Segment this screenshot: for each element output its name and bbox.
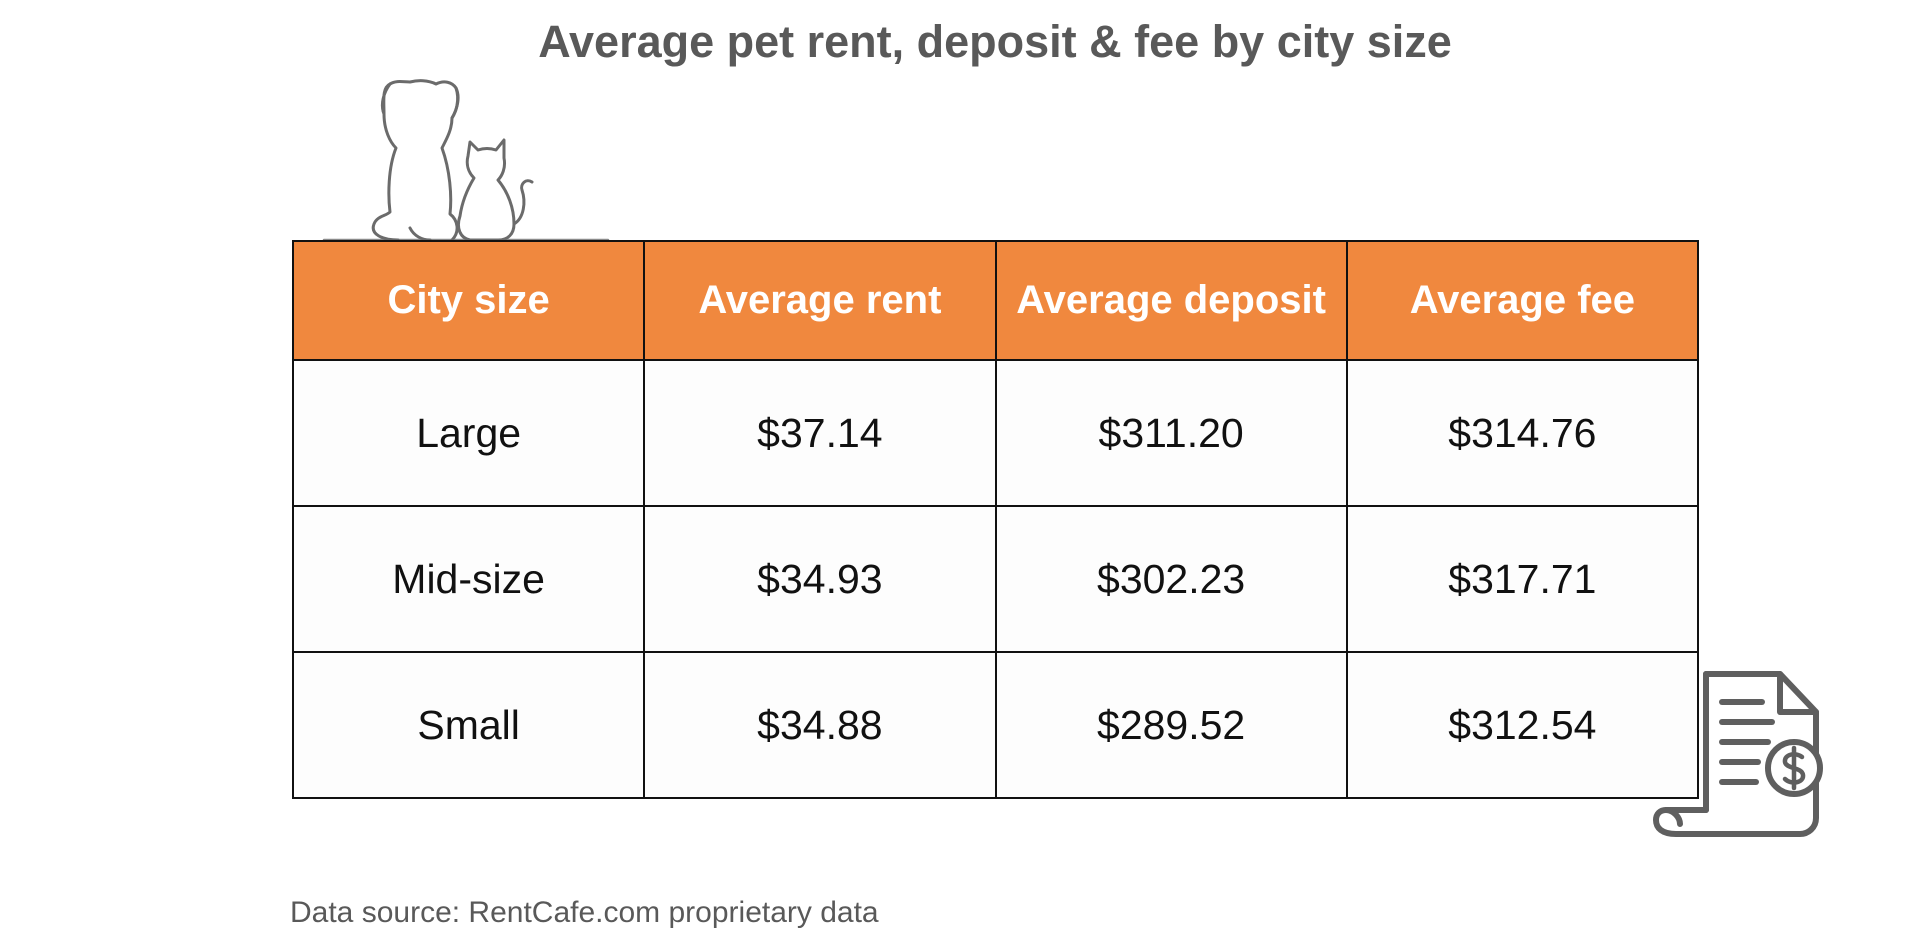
- table-cell: $311.20: [994, 359, 1348, 507]
- dog-and-cat-icon: [322, 79, 610, 242]
- pet-fee-table: City size Average rent Average deposit A…: [291, 240, 1700, 799]
- table-cell: $34.88: [643, 651, 997, 799]
- table-cell: Large: [291, 359, 646, 507]
- invoice-dollar-icon: [1653, 671, 1823, 837]
- chart-title: Average pet rent, deposit & fee by city …: [538, 16, 1452, 67]
- table-cell: $314.76: [1345, 359, 1700, 507]
- column-header: Average fee: [1345, 240, 1700, 361]
- column-header: Average deposit: [994, 240, 1348, 361]
- table-row: Small $34.88 $289.52 $312.54: [291, 651, 1700, 799]
- table-cell: $34.93: [643, 505, 997, 653]
- header-row: City size Average rent Average deposit A…: [291, 240, 1700, 361]
- column-header: Average rent: [643, 240, 997, 361]
- table-cell: $317.71: [1345, 505, 1700, 653]
- table-row: Mid-size $34.93 $302.23 $317.71: [291, 505, 1700, 653]
- table-cell: $302.23: [994, 505, 1348, 653]
- table-row: Large $37.14 $311.20 $314.76: [291, 359, 1700, 507]
- table-cell: Mid-size: [291, 505, 646, 653]
- data-source-note: Data source: RentCafe.com proprietary da…: [290, 896, 879, 929]
- table-cell: $312.54: [1345, 651, 1700, 799]
- table-cell: $37.14: [643, 359, 997, 507]
- table-cell: $289.52: [994, 651, 1348, 799]
- table-cell: Small: [291, 651, 646, 799]
- column-header: City size: [291, 240, 646, 361]
